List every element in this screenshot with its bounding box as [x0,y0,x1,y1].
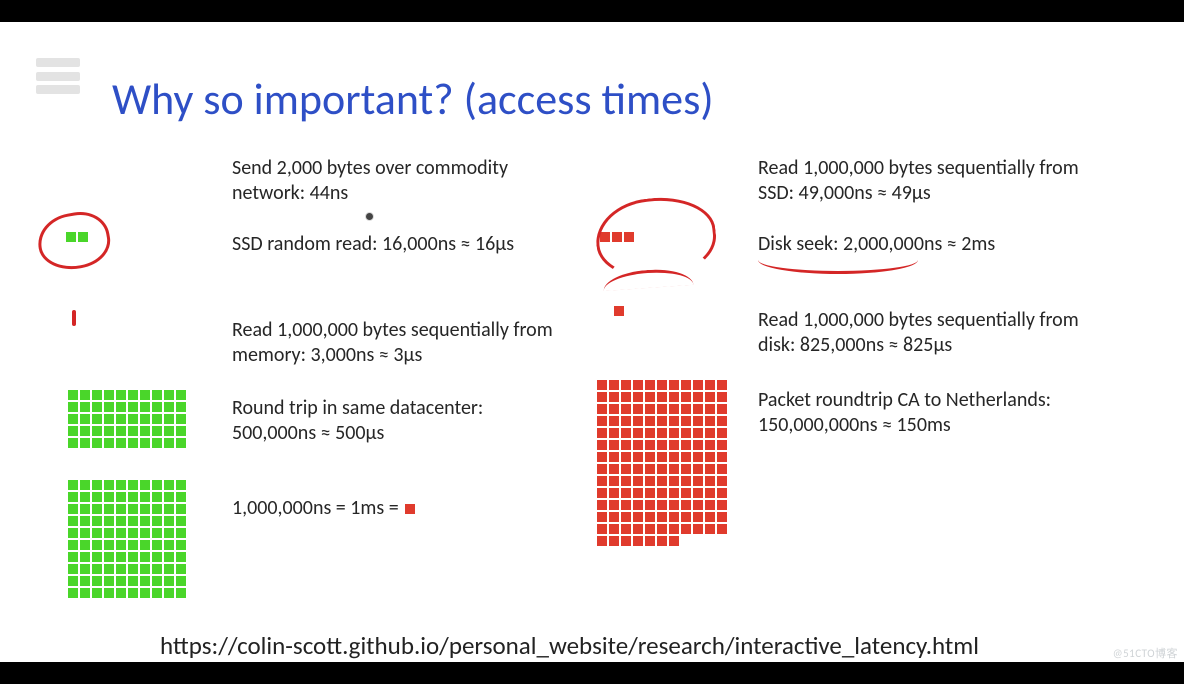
text-disk-seek: Disk seek: 2,000,000ns ≈ 2ms [758,232,1088,257]
grid-dc-rtt [68,390,186,448]
letterbox-top [0,0,1184,22]
text-send-2k: Send 2,000 bytes over commodity network:… [232,156,562,206]
source-url: https://colin-scott.github.io/personal_w… [160,630,979,661]
slide: Why so important? (access times) Send 2,… [0,0,1184,684]
inline-square-ms-scale [405,504,415,514]
text-ca-nl-rtt: Packet roundtrip CA to Netherlands: 150,… [758,388,1088,438]
text-ssd-seq: Read 1,000,000 bytes sequentially from S… [758,156,1088,206]
text-ms-scale: 1,000,000ns = 1ms = [232,496,562,521]
text-dc-rtt: Round trip in same datacenter: 500,000ns… [232,396,562,446]
annotation-underline [758,260,918,274]
text-ssd-rand: SSD random read: 16,000ns ≈ 16µs [232,232,562,257]
grid-ms-scale [68,480,186,598]
cursor-pointer-dot [366,213,373,220]
letterbox-bottom [0,662,1184,684]
text-mem-seq: Read 1,000,000 bytes sequentially from m… [232,318,562,368]
slide-title: Why so important? (access times) [112,72,714,126]
grid-ca-nl-rtt [597,380,727,558]
annotation-tick [72,310,76,326]
text-disk-seq: Read 1,000,000 bytes sequentially from d… [758,308,1088,358]
grid-disk-seq [614,306,624,316]
hamburger-icon [36,58,80,94]
annotation-circle-left [34,207,115,275]
watermark: @51CTO博客 [1113,645,1178,661]
